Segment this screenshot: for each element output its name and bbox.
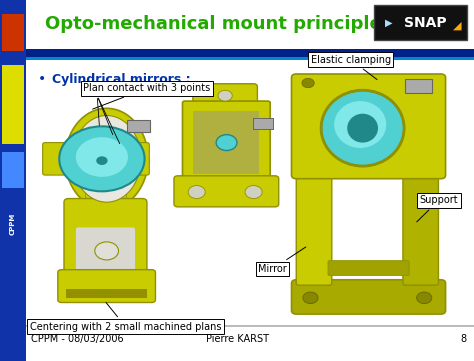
Bar: [26, 57, 474, 60]
Circle shape: [188, 186, 205, 199]
Ellipse shape: [321, 90, 404, 166]
Text: Pierre KARST: Pierre KARST: [206, 334, 268, 344]
Bar: [26, 0, 474, 49]
FancyBboxPatch shape: [76, 227, 135, 274]
Text: Cylindrical mirrors :: Cylindrical mirrors :: [52, 73, 191, 86]
Circle shape: [96, 156, 108, 165]
FancyBboxPatch shape: [64, 199, 147, 278]
Text: CPPM - 08/03/2006: CPPM - 08/03/2006: [31, 334, 123, 344]
Circle shape: [76, 137, 128, 177]
Text: Elastic clamping: Elastic clamping: [310, 55, 391, 79]
FancyBboxPatch shape: [403, 152, 438, 285]
FancyBboxPatch shape: [127, 120, 150, 132]
Bar: [2, 65, 24, 144]
FancyBboxPatch shape: [405, 79, 432, 93]
Bar: [66, 289, 147, 298]
Circle shape: [245, 186, 262, 199]
Bar: [2, 14, 24, 51]
FancyBboxPatch shape: [193, 84, 257, 108]
Text: ▶: ▶: [384, 18, 392, 27]
Circle shape: [417, 292, 432, 304]
Text: 8: 8: [461, 334, 467, 344]
Bar: [26, 325, 474, 327]
FancyBboxPatch shape: [126, 143, 149, 175]
FancyBboxPatch shape: [174, 176, 279, 207]
Bar: [85, 173, 126, 209]
FancyBboxPatch shape: [43, 143, 66, 175]
Ellipse shape: [347, 114, 378, 143]
Text: Opto-mechanical mount principle: Opto-mechanical mount principle: [45, 16, 382, 33]
Bar: [26, 49, 474, 57]
FancyBboxPatch shape: [193, 111, 259, 174]
Text: CPPM: CPPM: [10, 213, 16, 235]
FancyBboxPatch shape: [58, 270, 155, 303]
Bar: [374, 5, 467, 40]
Circle shape: [216, 135, 237, 151]
FancyBboxPatch shape: [328, 261, 409, 275]
Text: SNAP: SNAP: [404, 16, 447, 30]
FancyBboxPatch shape: [292, 280, 446, 314]
Circle shape: [303, 292, 318, 304]
Ellipse shape: [334, 101, 386, 148]
FancyBboxPatch shape: [292, 74, 446, 179]
Circle shape: [59, 126, 145, 191]
Circle shape: [95, 242, 118, 260]
Text: •: •: [38, 73, 46, 86]
FancyBboxPatch shape: [296, 152, 332, 285]
Text: Plan contact with 3 points: Plan contact with 3 points: [83, 83, 210, 109]
Circle shape: [218, 90, 232, 101]
Text: Centering with 2 small machined plans: Centering with 2 small machined plans: [30, 303, 221, 332]
FancyBboxPatch shape: [182, 101, 270, 182]
Ellipse shape: [72, 116, 141, 202]
Text: Support: Support: [417, 195, 458, 222]
Text: Mirror: Mirror: [258, 247, 306, 274]
Text: ◢: ◢: [454, 21, 462, 31]
FancyBboxPatch shape: [253, 118, 273, 129]
Bar: [0, 0, 26, 361]
Bar: [26, 60, 474, 321]
Circle shape: [302, 78, 314, 88]
Bar: [2, 152, 24, 188]
Ellipse shape: [65, 108, 148, 209]
